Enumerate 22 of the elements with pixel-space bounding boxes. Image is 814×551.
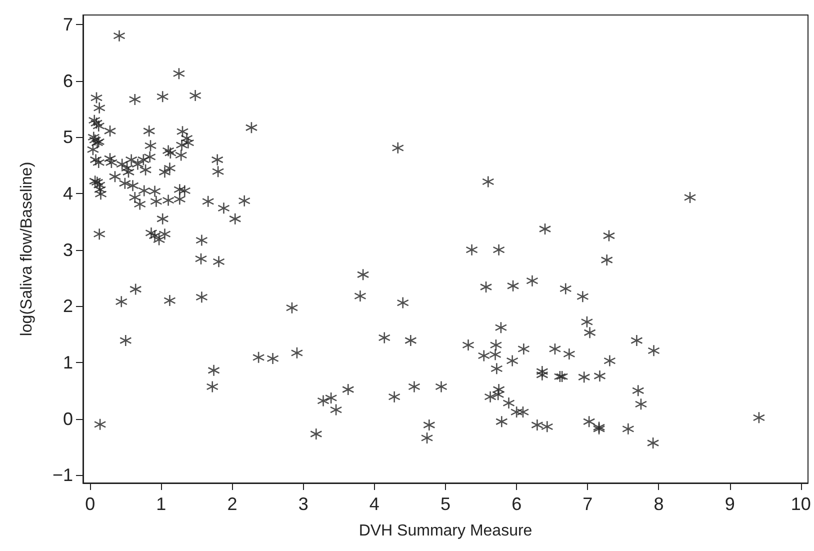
y-tick-label: 1	[62, 352, 73, 372]
y-tick-label: 5	[62, 127, 73, 148]
x-tick-label: 7	[582, 494, 593, 514]
y-axis-title: log(Saliva flow/Baseline)	[18, 162, 36, 336]
y-tick-label: 3	[62, 240, 73, 260]
x-tick-label: 4	[369, 494, 380, 514]
x-tick-label: 2	[227, 494, 238, 514]
y-tick-label: −1	[52, 465, 73, 486]
y-tick-label: 4	[62, 184, 73, 204]
x-tick-label: 3	[298, 494, 308, 514]
x-tick-label: 8	[654, 494, 664, 514]
x-tick-label: 6	[512, 494, 522, 514]
x-tick-label: 9	[724, 494, 735, 514]
y-tick-label: 7	[62, 14, 73, 35]
y-tick-label: 6	[62, 70, 73, 91]
x-axis-title: DVH Summary Measure	[358, 522, 532, 540]
y-tick-label: 0	[62, 408, 73, 429]
y-tick-label: 2	[62, 296, 73, 316]
x-tick-label: 5	[440, 494, 451, 514]
x-tick-label: 0	[85, 494, 96, 514]
x-tick-label: 1	[156, 494, 166, 514]
x-tick-label: 10	[790, 494, 811, 514]
